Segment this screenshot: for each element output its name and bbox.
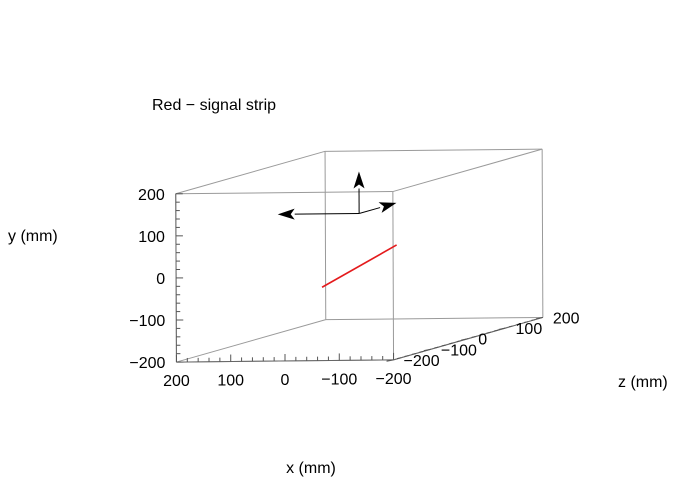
z-major-tick xyxy=(423,348,431,352)
arrow-head xyxy=(277,208,295,220)
z-major-tick xyxy=(535,316,543,320)
box-edge xyxy=(324,151,327,320)
y-tick-label: −100 xyxy=(129,313,165,330)
x-tick-label: 100 xyxy=(217,373,244,390)
z-minor-tick xyxy=(486,331,491,334)
z-tick-label: 200 xyxy=(553,310,580,327)
z-tick-label: −200 xyxy=(404,353,440,370)
box-edge xyxy=(541,149,544,318)
x-tick-label: −100 xyxy=(321,371,357,388)
y-axis-label: y (mm) xyxy=(8,228,58,245)
z-minor-tick xyxy=(523,321,529,323)
z-minor-tick xyxy=(471,336,476,338)
z-minor-tick xyxy=(404,355,409,357)
y-tick-label: 0 xyxy=(156,271,165,288)
z-minor-tick xyxy=(456,340,461,343)
z-minor-tick xyxy=(396,357,402,360)
x-axis-label: x (mm) xyxy=(286,460,336,477)
z-minor-tick xyxy=(531,319,536,321)
box-edge xyxy=(175,191,393,195)
arrow-head xyxy=(378,202,397,213)
arrow-head xyxy=(353,171,365,189)
x-direction-arrow xyxy=(277,208,360,220)
arrow-shaft xyxy=(358,207,381,215)
z-minor-tick xyxy=(493,329,499,332)
z-minor-tick xyxy=(516,323,521,326)
y-tick-label: 100 xyxy=(138,229,165,246)
x-tick-label: −200 xyxy=(376,371,412,388)
z-tick-label: 0 xyxy=(478,332,487,349)
box-edge xyxy=(325,316,543,321)
z-axis-label: z (mm) xyxy=(618,374,668,391)
y-tick-label: −200 xyxy=(129,355,165,372)
box-edge xyxy=(392,191,395,360)
box-edge xyxy=(392,148,543,193)
signal-strip-line xyxy=(321,244,398,288)
x-tick-label: 0 xyxy=(281,372,290,389)
box-edge xyxy=(176,319,326,363)
vector-layer xyxy=(277,171,397,220)
x-tick-label: 200 xyxy=(163,373,190,390)
z-minor-tick xyxy=(419,350,424,353)
z-tick-label: −100 xyxy=(441,342,477,359)
z-minor-tick xyxy=(411,353,417,355)
z-direction-arrow xyxy=(358,202,397,215)
y-direction-arrow xyxy=(353,171,365,214)
z-minor-tick xyxy=(441,344,446,347)
z-major-tick xyxy=(461,338,469,341)
z-tick-label: 100 xyxy=(516,321,543,338)
z-minor-tick xyxy=(479,333,484,336)
series-layer xyxy=(321,244,398,288)
z-minor-tick xyxy=(449,342,454,345)
z-minor-tick xyxy=(508,325,514,328)
box-edge xyxy=(325,148,543,152)
z-major-tick xyxy=(386,359,394,362)
y-tick-label: 200 xyxy=(138,187,165,204)
z-major-tick xyxy=(498,327,506,330)
arrow-shaft xyxy=(294,213,360,215)
box-edge xyxy=(175,150,326,195)
z-minor-tick xyxy=(434,346,439,349)
annotation-text: Red − signal strip xyxy=(152,97,276,114)
